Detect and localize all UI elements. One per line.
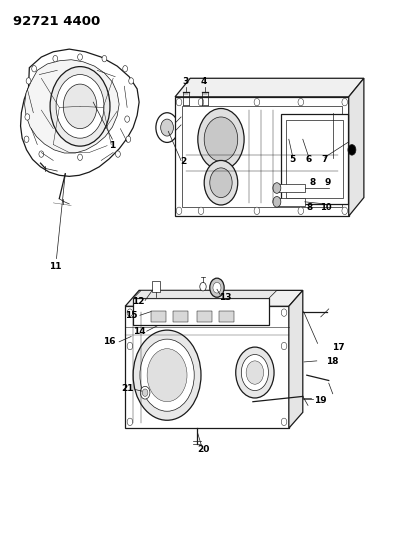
Circle shape	[140, 339, 194, 411]
FancyBboxPatch shape	[151, 311, 166, 322]
Circle shape	[124, 116, 129, 122]
Circle shape	[133, 330, 200, 420]
Circle shape	[63, 84, 97, 128]
Circle shape	[209, 278, 224, 297]
Circle shape	[272, 183, 280, 193]
Text: 5: 5	[289, 155, 295, 164]
Polygon shape	[133, 290, 276, 298]
Circle shape	[39, 151, 44, 157]
Circle shape	[253, 207, 259, 215]
Circle shape	[24, 136, 29, 142]
Text: 16: 16	[103, 337, 115, 346]
Circle shape	[241, 354, 268, 391]
Circle shape	[253, 99, 259, 106]
Circle shape	[140, 386, 150, 399]
Circle shape	[341, 99, 346, 106]
Circle shape	[102, 55, 107, 62]
Circle shape	[26, 78, 31, 84]
Text: 92721 4400: 92721 4400	[13, 14, 100, 28]
Circle shape	[341, 207, 346, 215]
FancyBboxPatch shape	[133, 298, 268, 325]
Circle shape	[32, 66, 36, 72]
Circle shape	[53, 55, 57, 62]
Circle shape	[127, 418, 132, 425]
Polygon shape	[288, 290, 302, 428]
Polygon shape	[125, 290, 302, 306]
Circle shape	[147, 349, 186, 402]
Circle shape	[77, 54, 82, 60]
Circle shape	[297, 99, 303, 106]
Polygon shape	[20, 49, 139, 176]
FancyBboxPatch shape	[196, 311, 212, 322]
Circle shape	[127, 342, 132, 350]
Circle shape	[197, 109, 243, 170]
Circle shape	[235, 347, 273, 398]
Circle shape	[128, 78, 133, 84]
Circle shape	[213, 282, 221, 293]
Polygon shape	[348, 78, 363, 216]
Text: 2: 2	[180, 157, 186, 166]
Polygon shape	[276, 184, 304, 192]
Text: 9: 9	[324, 178, 330, 187]
Text: 3: 3	[182, 77, 188, 86]
Circle shape	[204, 160, 237, 205]
Text: 17: 17	[331, 343, 343, 352]
FancyBboxPatch shape	[174, 97, 348, 216]
Circle shape	[281, 418, 286, 425]
Text: 1: 1	[109, 141, 115, 150]
Circle shape	[77, 154, 82, 160]
Circle shape	[245, 361, 263, 384]
Circle shape	[156, 113, 178, 142]
Circle shape	[176, 99, 181, 106]
Circle shape	[209, 168, 231, 198]
Text: 19: 19	[314, 396, 326, 405]
Circle shape	[122, 66, 127, 72]
Polygon shape	[174, 78, 363, 97]
Text: 7: 7	[321, 155, 327, 164]
Text: 8: 8	[309, 178, 315, 187]
Circle shape	[142, 389, 148, 397]
Circle shape	[126, 136, 130, 142]
Circle shape	[115, 151, 120, 157]
Text: 13: 13	[219, 293, 231, 302]
Circle shape	[281, 342, 286, 350]
Text: 10: 10	[319, 203, 331, 212]
Circle shape	[198, 99, 203, 106]
Circle shape	[272, 197, 280, 207]
Text: 11: 11	[49, 262, 61, 271]
Text: 6: 6	[305, 155, 311, 164]
Polygon shape	[276, 198, 304, 206]
FancyBboxPatch shape	[125, 306, 288, 428]
Circle shape	[198, 207, 203, 215]
Circle shape	[297, 207, 303, 215]
Text: 18: 18	[326, 358, 338, 367]
Circle shape	[127, 309, 132, 317]
FancyBboxPatch shape	[280, 114, 347, 204]
FancyBboxPatch shape	[172, 311, 188, 322]
Text: 15: 15	[125, 311, 137, 320]
Circle shape	[160, 119, 173, 136]
Text: 14: 14	[132, 327, 145, 336]
Text: 8: 8	[306, 203, 312, 212]
Circle shape	[56, 75, 104, 138]
Polygon shape	[24, 60, 119, 153]
Circle shape	[176, 207, 181, 215]
Circle shape	[199, 282, 206, 291]
Circle shape	[25, 114, 30, 120]
Text: 21: 21	[121, 384, 133, 393]
Circle shape	[347, 144, 355, 155]
Circle shape	[50, 67, 110, 146]
Text: 4: 4	[200, 77, 207, 86]
FancyBboxPatch shape	[152, 281, 160, 292]
FancyBboxPatch shape	[219, 311, 233, 322]
Circle shape	[204, 117, 237, 161]
Circle shape	[281, 309, 286, 317]
Text: 20: 20	[196, 445, 209, 454]
Text: 12: 12	[132, 297, 144, 306]
